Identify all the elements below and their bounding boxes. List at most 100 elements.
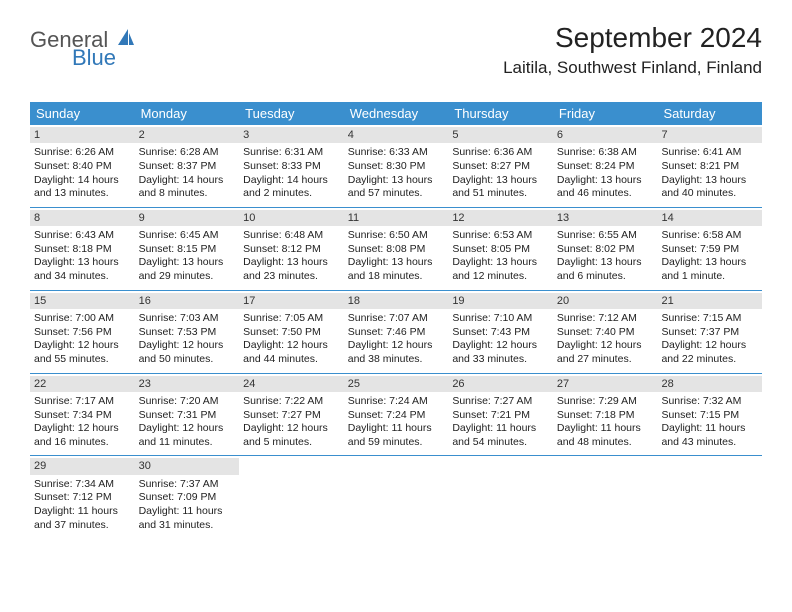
sunrise-line: Sunrise: 7:27 AM: [452, 395, 549, 409]
day-number: 12: [448, 210, 553, 226]
sunrise-line: Sunrise: 6:58 AM: [661, 229, 758, 243]
sail-icon: [116, 27, 136, 47]
sunrise-line: Sunrise: 7:37 AM: [139, 478, 236, 492]
daylight-line: Daylight: 12 hours and 44 minutes.: [243, 339, 340, 366]
sunrise-line: Sunrise: 6:38 AM: [557, 146, 654, 160]
daylight-line: Daylight: 13 hours and 1 minute.: [661, 256, 758, 283]
day-number: 28: [657, 376, 762, 392]
sunrise-line: Sunrise: 7:29 AM: [557, 395, 654, 409]
daylight-line: Daylight: 12 hours and 11 minutes.: [139, 422, 236, 449]
day-cell: 4Sunrise: 6:33 AMSunset: 8:30 PMDaylight…: [344, 125, 449, 207]
day-cell: 5 Sunrise: 6:36 AMSunset: 8:27 PMDaylight…: [448, 125, 553, 207]
weekday-header-row: SundayMondayTuesdayWednesdayThursdayFrid…: [30, 102, 762, 125]
week-row: 29Sunrise: 7:34 AMSunset: 7:12 PMDayligh…: [30, 455, 762, 538]
sunrise-line: Sunrise: 6:55 AM: [557, 229, 654, 243]
day-number: 6: [553, 127, 658, 143]
daylight-line: Daylight: 13 hours and 57 minutes.: [348, 174, 445, 201]
sunrise-line: Sunrise: 7:20 AM: [139, 395, 236, 409]
sunset-line: Sunset: 8:05 PM: [452, 243, 549, 257]
day-number: 18: [344, 293, 449, 309]
day-number: 3: [239, 127, 344, 143]
day-cell: 9Sunrise: 6:45 AMSunset: 8:15 PMDaylight…: [135, 208, 240, 290]
daylight-line: Daylight: 13 hours and 18 minutes.: [348, 256, 445, 283]
week-row: 1Sunrise: 6:26 AMSunset: 8:40 PMDaylight…: [30, 125, 762, 207]
day-cell: 18Sunrise: 7:07 AMSunset: 7:46 PMDayligh…: [344, 291, 449, 373]
day-number: 29: [30, 458, 135, 474]
sunset-line: Sunset: 7:27 PM: [243, 409, 340, 423]
sunrise-line: Sunrise: 6:50 AM: [348, 229, 445, 243]
sunset-line: Sunset: 7:12 PM: [34, 491, 131, 505]
sunrise-line: Sunrise: 7:34 AM: [34, 478, 131, 492]
sunrise-line: Sunrise: 7:32 AM: [661, 395, 758, 409]
logo: General Blue: [30, 24, 136, 69]
daylight-line: Daylight: 11 hours and 48 minutes.: [557, 422, 654, 449]
day-number: 30: [135, 458, 240, 474]
day-cell: 23 Sunrise: 7:20 AMSunset: 7:31 PMDayligh…: [135, 374, 240, 456]
day-cell: 12Sunrise: 6:53 AMSunset: 8:05 PMDayligh…: [448, 208, 553, 290]
daylight-line: Daylight: 14 hours and 2 minutes.: [243, 174, 340, 201]
logo-text: General Blue: [30, 24, 136, 69]
day-number: 5: [448, 127, 553, 143]
daylight-line: Daylight: 13 hours and 12 minutes.: [452, 256, 549, 283]
sunrise-line: Sunrise: 6:26 AM: [34, 146, 131, 160]
day-number: 11: [344, 210, 449, 226]
day-cell: 2Sunrise: 6:28 AMSunset: 8:37 PMDaylight…: [135, 125, 240, 207]
daylight-line: Daylight: 14 hours and 8 minutes.: [139, 174, 236, 201]
day-cell: 14Sunrise: 6:58 AMSunset: 7:59 PMDayligh…: [657, 208, 762, 290]
sunset-line: Sunset: 7:34 PM: [34, 409, 131, 423]
sunrise-line: Sunrise: 6:43 AM: [34, 229, 131, 243]
day-number: 10: [239, 210, 344, 226]
sunrise-line: Sunrise: 6:31 AM: [243, 146, 340, 160]
day-cell: 8Sunrise: 6:43 AMSunset: 8:18 PMDaylight…: [30, 208, 135, 290]
week-row: 22Sunrise: 7:17 AMSunset: 7:34 PMDayligh…: [30, 373, 762, 456]
sunset-line: Sunset: 7:37 PM: [661, 326, 758, 340]
day-cell: [239, 456, 344, 538]
sunrise-line: Sunrise: 7:10 AM: [452, 312, 549, 326]
daylight-line: Daylight: 12 hours and 38 minutes.: [348, 339, 445, 366]
sunrise-line: Sunrise: 7:17 AM: [34, 395, 131, 409]
sunset-line: Sunset: 7:31 PM: [139, 409, 236, 423]
sunrise-line: Sunrise: 7:00 AM: [34, 312, 131, 326]
daylight-line: Daylight: 13 hours and 29 minutes.: [139, 256, 236, 283]
day-number: 17: [239, 293, 344, 309]
daylight-line: Daylight: 12 hours and 27 minutes.: [557, 339, 654, 366]
day-cell: 28Sunrise: 7:32 AMSunset: 7:15 PMDayligh…: [657, 374, 762, 456]
sunrise-line: Sunrise: 7:22 AM: [243, 395, 340, 409]
sunset-line: Sunset: 7:40 PM: [557, 326, 654, 340]
month-title: September 2024: [503, 22, 762, 54]
sunset-line: Sunset: 7:18 PM: [557, 409, 654, 423]
sunrise-line: Sunrise: 6:36 AM: [452, 146, 549, 160]
day-cell: [448, 456, 553, 538]
sunset-line: Sunset: 8:27 PM: [452, 160, 549, 174]
calendar: SundayMondayTuesdayWednesdayThursdayFrid…: [30, 102, 762, 538]
day-number: 23: [135, 376, 240, 392]
sunrise-line: Sunrise: 7:15 AM: [661, 312, 758, 326]
sunset-line: Sunset: 7:43 PM: [452, 326, 549, 340]
weekday-header-cell: Friday: [553, 102, 658, 125]
sunrise-line: Sunrise: 6:41 AM: [661, 146, 758, 160]
day-number: 20: [553, 293, 658, 309]
header: September 2024 Laitila, Southwest Finlan…: [503, 22, 762, 78]
sunset-line: Sunset: 8:02 PM: [557, 243, 654, 257]
day-number: 7: [657, 127, 762, 143]
day-cell: 3 Sunrise: 6:31 AMSunset: 8:33 PMDaylight…: [239, 125, 344, 207]
sunset-line: Sunset: 7:24 PM: [348, 409, 445, 423]
sunrise-line: Sunrise: 7:24 AM: [348, 395, 445, 409]
day-cell: 19Sunrise: 7:10 AMSunset: 7:43 PMDayligh…: [448, 291, 553, 373]
sunset-line: Sunset: 7:46 PM: [348, 326, 445, 340]
sunset-line: Sunset: 8:33 PM: [243, 160, 340, 174]
weeks-container: 1Sunrise: 6:26 AMSunset: 8:40 PMDaylight…: [30, 125, 762, 538]
week-row: 15Sunrise: 7:00 AMSunset: 7:56 PMDayligh…: [30, 290, 762, 373]
daylight-line: Daylight: 13 hours and 46 minutes.: [557, 174, 654, 201]
daylight-line: Daylight: 13 hours and 51 minutes.: [452, 174, 549, 201]
sunset-line: Sunset: 8:37 PM: [139, 160, 236, 174]
day-number: 16: [135, 293, 240, 309]
weekday-header-cell: Sunday: [30, 102, 135, 125]
daylight-line: Daylight: 12 hours and 16 minutes.: [34, 422, 131, 449]
sunrise-line: Sunrise: 6:33 AM: [348, 146, 445, 160]
daylight-line: Daylight: 11 hours and 43 minutes.: [661, 422, 758, 449]
day-number: 19: [448, 293, 553, 309]
sunrise-line: Sunrise: 6:48 AM: [243, 229, 340, 243]
day-cell: 30Sunrise: 7:37 AMSunset: 7:09 PMDayligh…: [135, 456, 240, 538]
daylight-line: Daylight: 13 hours and 23 minutes.: [243, 256, 340, 283]
